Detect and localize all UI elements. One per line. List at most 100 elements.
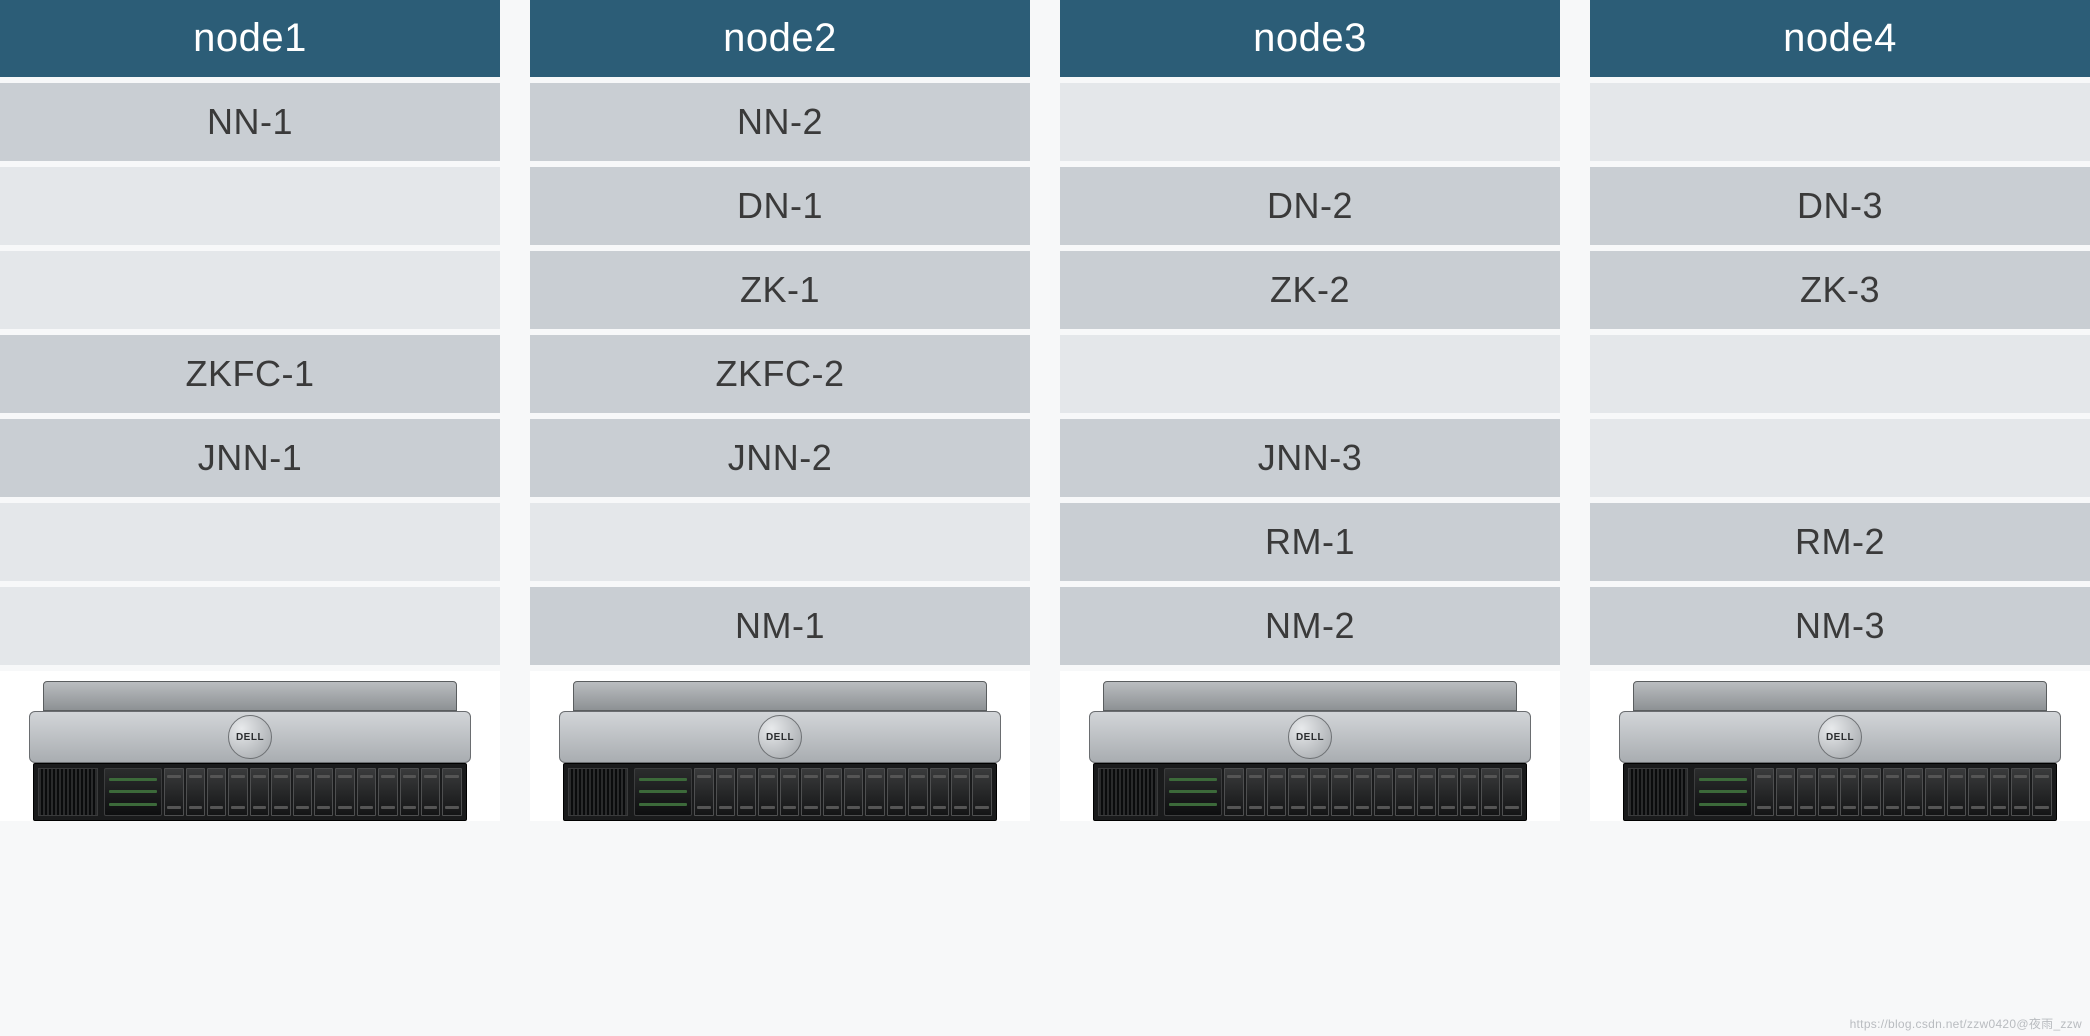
- empty-cell: [0, 503, 500, 581]
- drive-bay-icon: [1818, 768, 1837, 816]
- drive-bay-icon: [1968, 768, 1987, 816]
- cluster-layout-table: node1node2node3node4NN-1NN-2DN-1DN-2DN-3…: [0, 0, 2090, 821]
- empty-cell: [1590, 335, 2090, 413]
- server-status-panel-icon: [104, 768, 162, 816]
- drive-bay-icon: [250, 768, 269, 816]
- rack-server-icon: DELL: [559, 681, 1001, 821]
- service-cell: DN-2: [1060, 167, 1560, 245]
- service-cell: ZK-3: [1590, 251, 2090, 329]
- server-image-cell: DELL: [1060, 671, 1560, 821]
- drive-bay-icon: [1502, 768, 1521, 816]
- empty-cell: [530, 503, 1030, 581]
- drive-bay-icon: [716, 768, 735, 816]
- drive-bay-icon: [1925, 768, 1944, 816]
- rack-server-icon: DELL: [1619, 681, 2061, 821]
- drive-bay-icon: [2011, 768, 2030, 816]
- drive-bay-icon: [887, 768, 906, 816]
- service-cell: ZK-2: [1060, 251, 1560, 329]
- drive-bays: [1754, 768, 2052, 816]
- drive-bay-icon: [271, 768, 290, 816]
- column-header: node1: [0, 0, 500, 77]
- drive-bay-icon: [737, 768, 756, 816]
- drive-bay-icon: [442, 768, 461, 816]
- server-image-cell: DELL: [0, 671, 500, 821]
- service-cell: JNN-2: [530, 419, 1030, 497]
- drive-bay-icon: [400, 768, 419, 816]
- server-bottom-chassis: [1623, 763, 2057, 821]
- server-top-chassis: [1633, 681, 2047, 711]
- service-cell: DN-1: [530, 167, 1030, 245]
- server-top-chassis: [573, 681, 987, 711]
- service-cell: NM-1: [530, 587, 1030, 665]
- drive-bay-icon: [758, 768, 777, 816]
- drive-bay-icon: [823, 768, 842, 816]
- drive-bay-icon: [421, 768, 440, 816]
- drive-bay-icon: [335, 768, 354, 816]
- drive-bay-icon: [1947, 768, 1966, 816]
- drive-bay-icon: [1267, 768, 1286, 816]
- service-cell: RM-1: [1060, 503, 1560, 581]
- rack-server-icon: DELL: [1089, 681, 1531, 821]
- server-vent-icon: [568, 768, 628, 816]
- drive-bay-icon: [865, 768, 884, 816]
- drive-bay-icon: [1776, 768, 1795, 816]
- server-mid-chassis: DELL: [559, 711, 1001, 763]
- server-status-panel-icon: [1164, 768, 1222, 816]
- column-header: node4: [1590, 0, 2090, 77]
- dell-logo-icon: DELL: [1818, 715, 1862, 759]
- drive-bay-icon: [314, 768, 333, 816]
- drive-bay-icon: [1990, 768, 2009, 816]
- drive-bay-icon: [1288, 768, 1307, 816]
- watermark-text: https://blog.csdn.net/zzw0420@夜雨_zzw: [1850, 1015, 2082, 1032]
- drive-bay-icon: [1246, 768, 1265, 816]
- dell-logo-icon: DELL: [758, 715, 802, 759]
- server-bottom-chassis: [33, 763, 467, 821]
- server-bottom-chassis: [563, 763, 997, 821]
- service-cell: RM-2: [1590, 503, 2090, 581]
- drive-bay-icon: [164, 768, 183, 816]
- server-image-cell: DELL: [1590, 671, 2090, 821]
- drive-bay-icon: [1374, 768, 1393, 816]
- drive-bay-icon: [930, 768, 949, 816]
- drive-bay-icon: [908, 768, 927, 816]
- drive-bay-icon: [228, 768, 247, 816]
- drive-bay-icon: [357, 768, 376, 816]
- drive-bay-icon: [2032, 768, 2051, 816]
- drive-bay-icon: [293, 768, 312, 816]
- server-top-chassis: [43, 681, 457, 711]
- empty-cell: [1060, 83, 1560, 161]
- drive-bay-icon: [801, 768, 820, 816]
- drive-bay-icon: [378, 768, 397, 816]
- server-mid-chassis: DELL: [1619, 711, 2061, 763]
- drive-bay-icon: [1417, 768, 1436, 816]
- server-vent-icon: [38, 768, 98, 816]
- column-header: node2: [530, 0, 1030, 77]
- drive-bay-icon: [1224, 768, 1243, 816]
- drive-bay-icon: [1904, 768, 1923, 816]
- drive-bay-icon: [1861, 768, 1880, 816]
- service-cell: ZKFC-2: [530, 335, 1030, 413]
- empty-cell: [0, 167, 500, 245]
- drive-bays: [1224, 768, 1522, 816]
- server-vent-icon: [1098, 768, 1158, 816]
- drive-bay-icon: [1438, 768, 1457, 816]
- drive-bay-icon: [972, 768, 991, 816]
- service-cell: NN-1: [0, 83, 500, 161]
- drive-bay-icon: [1395, 768, 1414, 816]
- empty-cell: [1060, 335, 1560, 413]
- empty-cell: [0, 587, 500, 665]
- service-cell: JNN-3: [1060, 419, 1560, 497]
- service-cell: DN-3: [1590, 167, 2090, 245]
- drive-bay-icon: [1460, 768, 1479, 816]
- server-bottom-chassis: [1093, 763, 1527, 821]
- server-status-panel-icon: [634, 768, 692, 816]
- server-top-chassis: [1103, 681, 1517, 711]
- server-image-cell: DELL: [530, 671, 1030, 821]
- drive-bay-icon: [1353, 768, 1372, 816]
- drive-bay-icon: [1883, 768, 1902, 816]
- drive-bay-icon: [780, 768, 799, 816]
- column-header: node3: [1060, 0, 1560, 77]
- rack-server-icon: DELL: [29, 681, 471, 821]
- empty-cell: [1590, 83, 2090, 161]
- drive-bay-icon: [694, 768, 713, 816]
